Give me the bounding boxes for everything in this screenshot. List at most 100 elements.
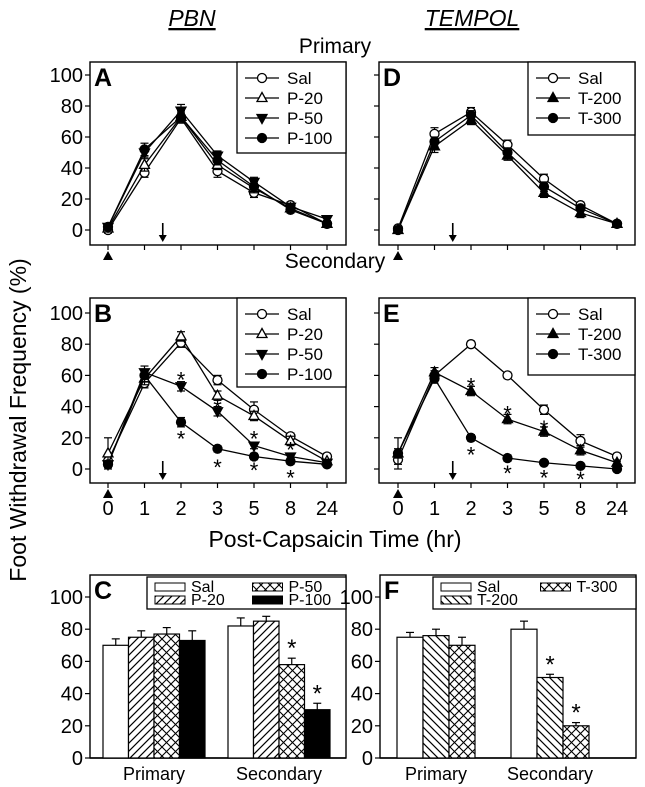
legend-swatch <box>440 582 472 592</box>
y-tick-label: 80 <box>351 619 373 641</box>
legend-swatch <box>540 582 571 592</box>
legend-label: P-50 <box>287 109 323 128</box>
capsaicin-triangle-icon <box>103 251 113 260</box>
filled-circle-marker <box>175 417 187 428</box>
legend-label: Sal <box>287 305 312 324</box>
legend-label: T-200 <box>578 89 621 108</box>
legend-label: P-20 <box>287 89 323 108</box>
filled-circle-marker <box>465 110 477 121</box>
y-tick-label: 80 <box>61 96 83 118</box>
filled-circle-marker <box>575 203 586 214</box>
bar-p-20 <box>127 636 155 759</box>
y-tick-label: 20 <box>61 189 83 211</box>
filled-triangle-down-marker <box>211 407 224 419</box>
significance-asterisk: * <box>213 455 222 480</box>
legend-box <box>236 297 347 388</box>
filled-circle-marker <box>248 181 260 192</box>
open-circle-marker <box>212 374 223 386</box>
y-tick-label: 20 <box>351 716 373 738</box>
group-title-tempol: TEMPOL <box>425 5 520 31</box>
open-triangle-marker <box>255 327 269 339</box>
legend-label: T-300 <box>578 345 621 364</box>
legend-label: P-50 <box>287 345 323 364</box>
x-tick-label: 3 <box>212 498 223 520</box>
panel-b: 0 20 40 60 80 100 B 0 1 2 3 5 8 24 * * * * * * * * SalP-20P-50… <box>50 297 347 520</box>
x-tick-label: 24 <box>316 498 338 520</box>
filled-circle-marker <box>256 368 268 380</box>
legend-label: P-20 <box>191 592 225 609</box>
y-tick-label: 0 <box>72 459 83 481</box>
bar-t-200 <box>422 635 450 759</box>
legend-label: P-20 <box>287 325 323 344</box>
y-tick-label: 60 <box>351 651 373 673</box>
series-p-100 <box>102 111 333 233</box>
legend-label: T-200 <box>477 592 518 609</box>
capsaicin-triangle-icon <box>103 489 113 498</box>
open-circle-marker <box>538 404 550 415</box>
x-tick-label: 1 <box>139 498 150 520</box>
filled-circle-marker <box>102 221 114 233</box>
bar-t-300 <box>448 644 476 759</box>
category-label: Primary <box>405 764 467 784</box>
legend-swatch <box>154 582 186 592</box>
bar-p-50 <box>153 633 181 759</box>
row-title-primary: Primary <box>299 35 372 58</box>
y-tick-label: 80 <box>61 334 83 356</box>
filled-triangle-marker <box>574 443 587 455</box>
capsaicin-triangle-icon <box>393 489 403 498</box>
x-tick-label: 0 <box>392 498 403 520</box>
panel-label: F <box>384 577 399 605</box>
significance-asterisk: * <box>213 395 222 420</box>
y-tick-label: 20 <box>61 716 83 738</box>
y-tick-label: 100 <box>50 587 83 609</box>
y-tick-label: 100 <box>50 65 83 87</box>
x-tick-label: 24 <box>606 498 628 520</box>
filled-circle-marker <box>429 136 440 147</box>
filled-circle-marker <box>538 457 550 468</box>
significance-asterisk: * <box>313 680 322 707</box>
significance-asterisk: * <box>545 651 554 678</box>
y-tick-label: 100 <box>50 303 83 325</box>
series-t-300 <box>392 110 623 236</box>
bar-p-20 <box>252 620 280 759</box>
y-tick-label: 40 <box>61 684 83 706</box>
legend-label: T-300 <box>577 579 618 596</box>
capsaicin-triangle-icon <box>393 251 403 260</box>
filled-circle-marker <box>429 373 440 384</box>
legend-label: Sal <box>578 305 603 324</box>
x-tick-label: 2 <box>465 498 476 520</box>
significance-asterisk: * <box>467 374 476 399</box>
open-triangle-marker <box>174 329 188 341</box>
significance-asterisk: * <box>576 467 585 492</box>
y-tick-label: 60 <box>61 651 83 673</box>
drug-arrowhead-icon <box>448 473 457 480</box>
bar-t-300 <box>562 725 590 759</box>
group-title-pbn: PBN <box>168 5 216 31</box>
filled-circle-marker <box>175 111 187 122</box>
filled-triangle-down-marker <box>247 441 261 453</box>
filled-circle-marker <box>285 456 296 467</box>
x-tick-label: 2 <box>175 498 186 520</box>
open-triangle-marker <box>138 158 151 170</box>
open-triangle-marker <box>101 446 115 458</box>
significance-asterisk: * <box>503 461 512 486</box>
filled-circle-marker <box>212 443 223 454</box>
filled-circle-marker <box>248 451 260 462</box>
open-circle-marker <box>256 308 268 320</box>
bar-p-100 <box>178 639 206 759</box>
drug-arrowhead-icon <box>448 235 457 242</box>
filled-circle-marker <box>212 155 223 166</box>
filled-triangle-marker <box>464 384 478 396</box>
y-tick-label: 80 <box>61 619 83 641</box>
open-circle-marker <box>465 339 477 350</box>
x-tick-label: 1 <box>429 498 440 520</box>
x-tick-label: 5 <box>248 498 259 520</box>
filled-circle-marker <box>285 204 296 216</box>
x-tick-label: 0 <box>102 498 113 520</box>
significance-asterisk: * <box>571 700 580 727</box>
